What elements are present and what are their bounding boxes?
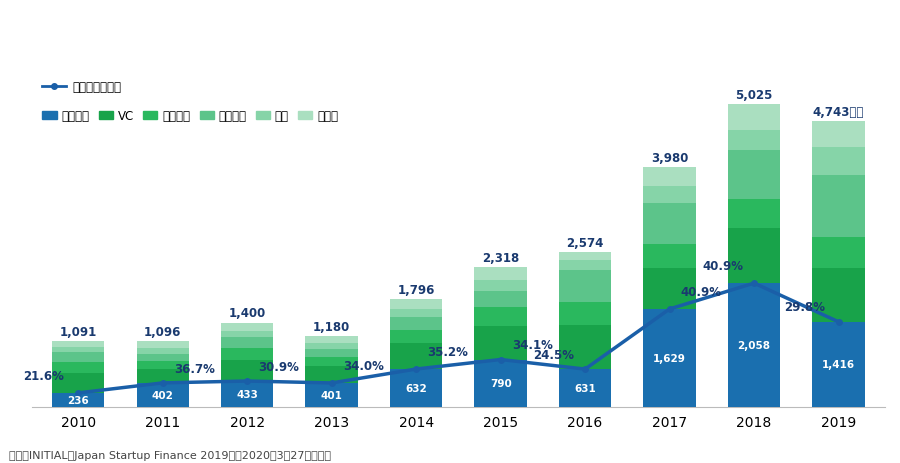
Text: 2,318: 2,318 <box>482 251 519 264</box>
Bar <box>390 369 442 407</box>
Bar <box>813 122 865 148</box>
Bar <box>559 325 611 369</box>
Text: 632: 632 <box>405 383 427 393</box>
Bar <box>52 362 104 373</box>
Bar <box>559 302 611 325</box>
Text: 40.9%: 40.9% <box>702 259 742 272</box>
Bar <box>644 309 696 407</box>
Bar <box>559 260 611 270</box>
Bar <box>221 360 274 381</box>
Bar <box>644 244 696 268</box>
Text: 40.9%: 40.9% <box>680 285 722 298</box>
Bar <box>728 105 780 130</box>
Bar <box>137 348 189 354</box>
Bar <box>813 238 865 269</box>
Bar <box>52 393 104 407</box>
Bar <box>644 268 696 309</box>
Bar <box>305 349 358 357</box>
Text: 35.2%: 35.2% <box>428 345 468 358</box>
Bar <box>305 343 358 349</box>
Bar <box>137 383 189 407</box>
Bar <box>390 344 442 369</box>
Text: 36.7%: 36.7% <box>174 362 215 375</box>
Bar <box>474 360 526 407</box>
Bar <box>644 168 696 187</box>
Bar <box>474 308 526 326</box>
Text: 34.0%: 34.0% <box>343 359 383 372</box>
Bar <box>52 352 104 362</box>
Bar <box>221 332 274 338</box>
Text: 402: 402 <box>152 390 174 400</box>
Text: 1,096: 1,096 <box>144 325 182 338</box>
Bar <box>221 323 274 332</box>
Text: 631: 631 <box>574 383 596 393</box>
Bar <box>305 366 358 383</box>
Bar <box>221 348 274 360</box>
Bar <box>390 299 442 309</box>
Text: 1,091: 1,091 <box>59 325 97 338</box>
Bar <box>52 373 104 393</box>
Bar <box>813 148 865 175</box>
Text: 出典：INITIAL「Japan Startup Finance 2019」（2020年3月27日時点）: 出典：INITIAL「Japan Startup Finance 2019」（2… <box>9 450 331 460</box>
Bar <box>390 309 442 317</box>
Bar <box>559 270 611 302</box>
Bar <box>474 268 526 281</box>
Text: 2,058: 2,058 <box>738 340 770 350</box>
Text: 29.8%: 29.8% <box>784 301 824 314</box>
Text: 1,400: 1,400 <box>229 307 266 320</box>
Text: 34.1%: 34.1% <box>512 338 553 351</box>
Text: 401: 401 <box>320 390 343 400</box>
Text: 5,025: 5,025 <box>735 89 773 102</box>
Bar <box>813 322 865 407</box>
Bar <box>52 342 104 347</box>
Text: 3,980: 3,980 <box>651 152 688 165</box>
Bar <box>474 326 526 360</box>
Bar <box>137 354 189 361</box>
Bar <box>305 357 358 366</box>
Bar <box>728 283 780 407</box>
Text: 790: 790 <box>490 378 511 388</box>
Bar <box>305 336 358 343</box>
Text: 236: 236 <box>68 395 89 405</box>
Bar <box>390 330 442 344</box>
Bar <box>137 361 189 369</box>
Bar <box>305 383 358 407</box>
Bar <box>813 269 865 322</box>
Bar <box>474 281 526 291</box>
Bar <box>221 381 274 407</box>
Bar <box>137 341 189 348</box>
Text: 433: 433 <box>237 389 258 399</box>
Bar <box>474 291 526 308</box>
Bar <box>221 338 274 348</box>
Bar <box>644 203 696 244</box>
Text: 1,416: 1,416 <box>822 360 855 369</box>
Bar <box>559 369 611 407</box>
Text: 1,180: 1,180 <box>313 320 350 333</box>
Bar <box>728 151 780 199</box>
Bar <box>52 347 104 352</box>
Bar <box>559 252 611 260</box>
Text: 21.6%: 21.6% <box>23 369 65 382</box>
Bar <box>644 187 696 203</box>
Bar <box>728 199 780 229</box>
Text: 30.9%: 30.9% <box>258 360 299 373</box>
Bar <box>728 229 780 283</box>
Text: 1,629: 1,629 <box>653 353 686 363</box>
Text: 24.5%: 24.5% <box>533 348 574 361</box>
Legend: 事業法人, VC, 金融機関, 海外法人, 個人, その他: 事業法人, VC, 金融機関, 海外法人, 個人, その他 <box>38 105 343 127</box>
Text: 2,574: 2,574 <box>566 236 604 249</box>
Text: 1,796: 1,796 <box>398 283 435 296</box>
Bar <box>137 369 189 383</box>
Bar <box>813 175 865 238</box>
Bar <box>390 317 442 330</box>
Text: 4,743億円: 4,743億円 <box>813 106 864 119</box>
Bar <box>728 130 780 151</box>
